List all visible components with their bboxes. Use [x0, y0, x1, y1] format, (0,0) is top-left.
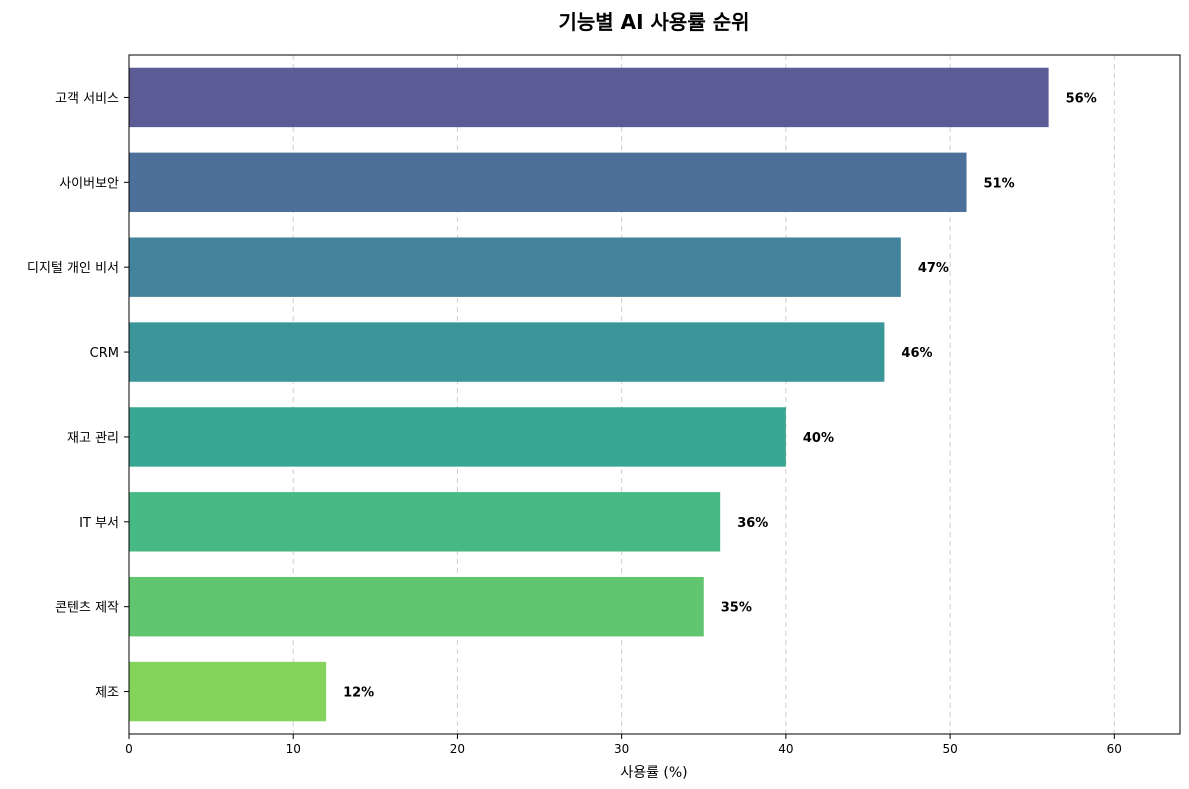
- category-label: IT 부서: [79, 516, 119, 531]
- bar-value-label: 46%: [901, 346, 932, 361]
- value-axis: 0 10 20 30 40 50 60: [125, 734, 1122, 756]
- category-label: 제조: [95, 686, 119, 701]
- bar-value-label: 40%: [803, 431, 834, 446]
- bar: [129, 492, 721, 552]
- category-label: 콘텐츠 제작: [55, 601, 119, 616]
- bar: [129, 661, 327, 722]
- x-tick-label: 30: [614, 742, 629, 756]
- plot-frame: [128, 54, 1181, 735]
- x-axis-label: 사용률 (%): [620, 765, 687, 781]
- category-label: 사이버보안: [59, 176, 119, 191]
- bar: [129, 237, 901, 297]
- x-tick-label: 50: [942, 742, 957, 756]
- category-label: CRM: [90, 346, 119, 361]
- chart-title: 기능별 AI 사용률 순위: [558, 10, 749, 34]
- bar: [129, 152, 967, 213]
- x-tick-label: 40: [778, 742, 793, 756]
- bar: [129, 407, 786, 467]
- bar-value-label: 36%: [737, 516, 768, 531]
- category-label: 고객 서비스: [55, 91, 119, 106]
- category-label: 디지털 개인 비서: [27, 261, 119, 276]
- bar-value-label: 47%: [918, 261, 949, 276]
- bar: [129, 322, 885, 382]
- bar-value-label: 35%: [721, 601, 752, 616]
- bar: [129, 576, 704, 637]
- bar: [129, 67, 1049, 128]
- x-tick-label: 60: [1107, 742, 1122, 756]
- x-tick-label: 0: [125, 742, 133, 756]
- bars: [129, 67, 1049, 722]
- category-label: 재고 관리: [67, 431, 119, 446]
- x-tick-label: 20: [450, 742, 465, 756]
- bar-value-label: 56%: [1066, 91, 1097, 106]
- bar-value-label: 12%: [343, 686, 374, 701]
- data-labels: 56% 51% 47% 46% 40% 36% 35% 12%: [343, 91, 1097, 700]
- x-tick-label: 10: [286, 742, 301, 756]
- bar-value-label: 51%: [984, 176, 1015, 191]
